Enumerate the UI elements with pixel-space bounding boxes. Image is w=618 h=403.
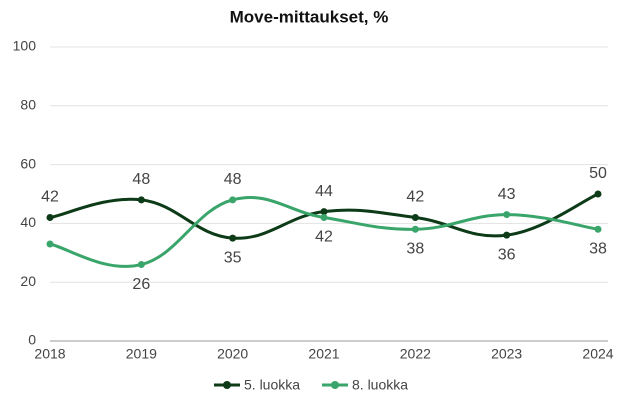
data-label: 48 (224, 171, 242, 188)
data-point (411, 214, 419, 222)
data-point (594, 190, 602, 198)
data-label: 35 (224, 249, 242, 266)
x-tick-label: 2023 (491, 346, 522, 362)
data-point (229, 196, 237, 204)
data-label: 48 (132, 171, 150, 188)
data-point (46, 240, 54, 248)
legend-marker (223, 381, 231, 389)
data-label: 44 (315, 183, 333, 200)
data-point (320, 214, 328, 222)
x-tick-label: 2021 (308, 346, 339, 362)
y-tick-label: 80 (20, 97, 36, 113)
y-tick-label: 0 (28, 332, 36, 348)
y-tick-label: 100 (13, 38, 37, 54)
data-point (320, 208, 328, 216)
legend-label: 8. luokka (352, 377, 408, 393)
legend-label: 5. luokka (244, 377, 300, 393)
data-label: 50 (589, 165, 607, 182)
data-label: 42 (315, 229, 333, 246)
y-tick-label: 60 (20, 155, 36, 171)
data-point (503, 231, 511, 239)
chart-title: Move-mittaukset, % (230, 7, 389, 26)
data-point (594, 225, 602, 233)
data-point (46, 214, 54, 222)
x-tick-label: 2020 (217, 346, 248, 362)
data-point (137, 261, 145, 269)
x-tick-label: 2022 (400, 346, 431, 362)
data-label: 38 (589, 240, 607, 257)
data-point (411, 225, 419, 233)
y-tick-label: 20 (20, 273, 36, 289)
x-tick-label: 2018 (34, 346, 65, 362)
data-label: 43 (498, 186, 516, 203)
x-tick-label: 2019 (126, 346, 157, 362)
legend-marker (331, 381, 339, 389)
y-tick-label: 40 (20, 214, 36, 230)
x-tick-label: 2024 (582, 346, 613, 362)
data-label: 42 (41, 189, 59, 206)
data-point (137, 196, 145, 204)
data-label: 26 (132, 276, 150, 293)
data-label: 38 (406, 240, 424, 257)
data-label: 42 (406, 189, 424, 206)
data-point (229, 234, 237, 242)
data-point (503, 211, 511, 219)
data-label: 36 (498, 246, 516, 263)
